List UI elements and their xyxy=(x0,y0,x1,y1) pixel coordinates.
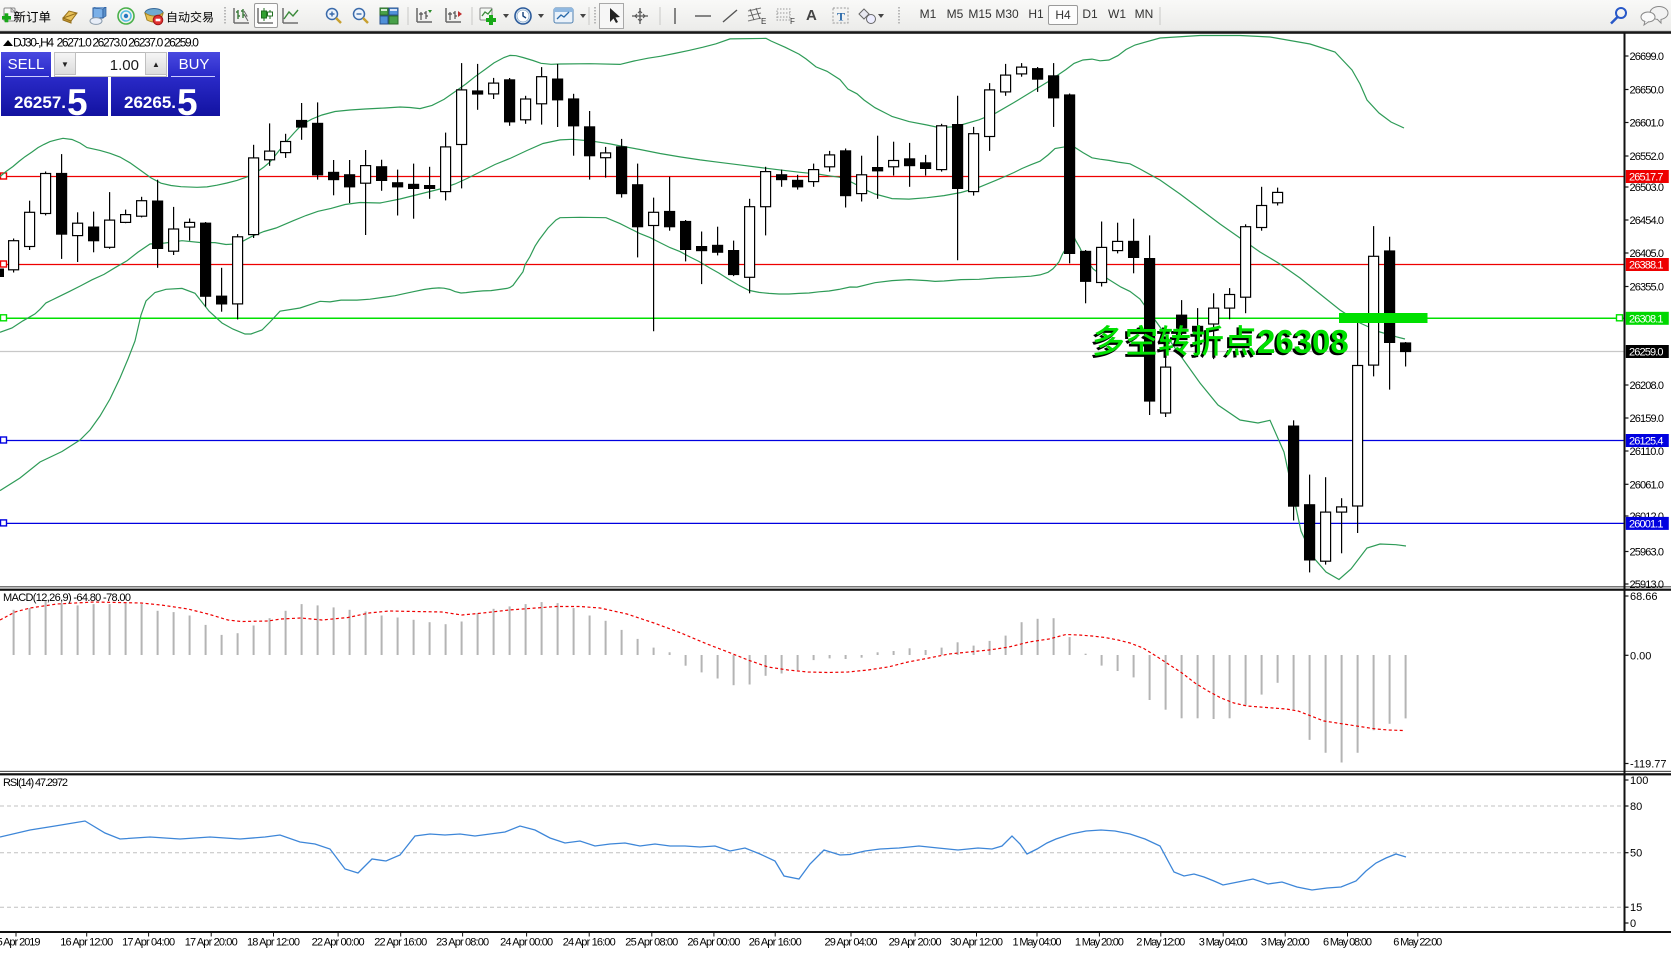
svg-text:6 May 22:00: 6 May 22:00 xyxy=(1393,937,1442,949)
svg-text:0: 0 xyxy=(1630,918,1636,930)
svg-text:80: 80 xyxy=(1630,801,1642,813)
svg-text:26517.7: 26517.7 xyxy=(1629,172,1664,184)
svg-text:26110.0: 26110.0 xyxy=(1630,446,1665,458)
svg-text:68.66: 68.66 xyxy=(1630,591,1658,603)
svg-text:26061.0: 26061.0 xyxy=(1630,479,1665,491)
svg-text:3 May 04:00: 3 May 04:00 xyxy=(1199,937,1248,949)
svg-text:26388.1: 26388.1 xyxy=(1629,260,1664,272)
svg-text:26650.0: 26650.0 xyxy=(1630,85,1665,97)
svg-text:F: F xyxy=(790,17,795,26)
svg-text:26 Apr 00:00: 26 Apr 00:00 xyxy=(687,937,740,949)
svg-text:18 Apr 12:00: 18 Apr 12:00 xyxy=(247,937,300,949)
svg-text:25963.0: 25963.0 xyxy=(1630,547,1665,559)
svg-text:26405.0: 26405.0 xyxy=(1630,248,1665,260)
svg-text:1 May 04:00: 1 May 04:00 xyxy=(1013,937,1062,949)
svg-text:26159.0: 26159.0 xyxy=(1630,413,1665,425)
svg-text:29 Apr 04:00: 29 Apr 04:00 xyxy=(825,937,878,949)
svg-text:26208.0: 26208.0 xyxy=(1630,380,1665,392)
svg-text:26 Apr 16:00: 26 Apr 16:00 xyxy=(749,937,802,949)
svg-text:100: 100 xyxy=(1630,775,1648,787)
svg-text:23 Apr 08:00: 23 Apr 08:00 xyxy=(436,937,489,949)
svg-text:3 May 20:00: 3 May 20:00 xyxy=(1261,937,1310,949)
svg-text:26308.1: 26308.1 xyxy=(1629,313,1664,325)
svg-text:16 Apr 12:00: 16 Apr 12:00 xyxy=(60,937,113,949)
svg-text:17 Apr 04:00: 17 Apr 04:00 xyxy=(122,937,175,949)
svg-text:0.00: 0.00 xyxy=(1630,650,1651,662)
svg-text:26503.0: 26503.0 xyxy=(1630,182,1665,194)
svg-text:26454.0: 26454.0 xyxy=(1630,215,1665,227)
svg-text:26601.0: 26601.0 xyxy=(1630,118,1665,130)
svg-text:6 May 08:00: 6 May 08:00 xyxy=(1323,937,1372,949)
svg-text:29 Apr 20:00: 29 Apr 20:00 xyxy=(889,937,942,949)
svg-text:25913.0: 25913.0 xyxy=(1630,579,1665,591)
svg-text:26001.1: 26001.1 xyxy=(1629,518,1664,530)
svg-text:15 Apr 2019: 15 Apr 2019 xyxy=(0,937,41,949)
svg-text:RSI(14) 47.2972: RSI(14) 47.2972 xyxy=(3,777,68,789)
svg-text:24 Apr 16:00: 24 Apr 16:00 xyxy=(563,937,616,949)
svg-text:22 Apr 00:00: 22 Apr 00:00 xyxy=(312,937,365,949)
svg-text:2 May 12:00: 2 May 12:00 xyxy=(1136,937,1185,949)
svg-text:30 Apr 12:00: 30 Apr 12:00 xyxy=(950,937,1003,949)
svg-text:15: 15 xyxy=(1630,902,1642,914)
svg-text:26308: 26308 xyxy=(1257,323,1349,360)
svg-text:T: T xyxy=(837,10,845,24)
svg-text:1 May 20:00: 1 May 20:00 xyxy=(1075,937,1124,949)
svg-text:MACD(12,26,9) -64.80 -78.00: MACD(12,26,9) -64.80 -78.00 xyxy=(3,592,131,604)
svg-text:E: E xyxy=(761,17,766,26)
svg-text:25 Apr 08:00: 25 Apr 08:00 xyxy=(625,937,678,949)
svg-text:26125.4: 26125.4 xyxy=(1629,436,1664,448)
svg-text:26259.0: 26259.0 xyxy=(1629,347,1664,359)
svg-text:22 Apr 16:00: 22 Apr 16:00 xyxy=(374,937,427,949)
svg-text:50: 50 xyxy=(1630,848,1642,860)
svg-text:26355.0: 26355.0 xyxy=(1630,282,1665,294)
svg-text:26308: 26308 xyxy=(1255,325,1347,362)
svg-text:26699.0: 26699.0 xyxy=(1630,51,1665,63)
svg-text:DJ30-,H4 26271.0 26273.0 2623: DJ30-,H4 26271.0 26273.0 26237.0 26259.0 xyxy=(13,36,199,50)
svg-text:-119.77: -119.77 xyxy=(1630,759,1667,771)
svg-text:24 Apr 00:00: 24 Apr 00:00 xyxy=(500,937,553,949)
svg-text:26552.0: 26552.0 xyxy=(1630,151,1665,163)
svg-text:17 Apr 20:00: 17 Apr 20:00 xyxy=(185,937,238,949)
